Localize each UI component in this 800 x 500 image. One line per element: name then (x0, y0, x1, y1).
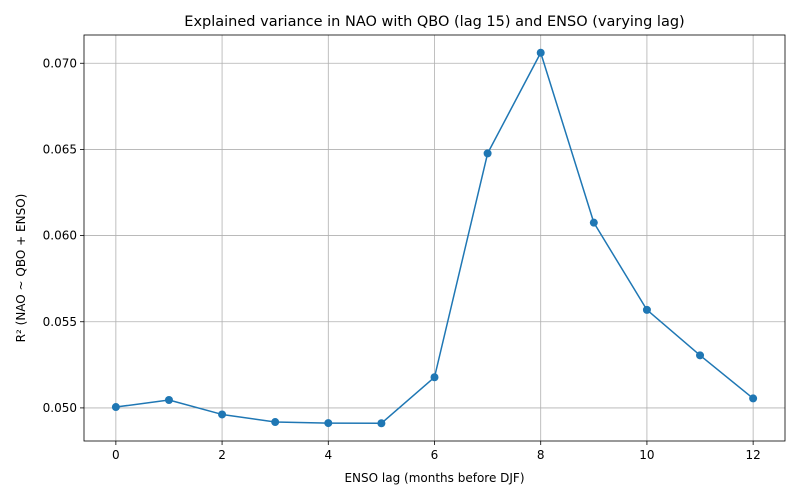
x-tick-label: 2 (218, 448, 226, 462)
data-point (164, 395, 173, 404)
y-axis-label: R² (NAO ~ QBO + ENSO) (14, 194, 28, 343)
y-tick-label: 0.050 (43, 401, 77, 415)
x-axis-ticks: 0 2 4 6 8 10 12 (112, 441, 761, 462)
data-point (218, 410, 227, 419)
y-tick-label: 0.055 (43, 315, 77, 329)
x-tick-label: 12 (745, 448, 760, 462)
x-axis-label: ENSO lag (months before DJF) (344, 471, 524, 485)
data-point (642, 305, 651, 314)
data-point (536, 48, 545, 57)
data-point (749, 394, 758, 403)
grid (84, 35, 785, 441)
series-r2 (111, 48, 758, 428)
y-tick-label: 0.070 (43, 56, 77, 70)
data-point (430, 373, 439, 382)
x-tick-label: 6 (431, 448, 439, 462)
y-axis-ticks: 0.050 0.055 0.060 0.065 0.070 (43, 56, 84, 415)
y-tick-label: 0.060 (43, 229, 77, 243)
plot-frame (83, 34, 786, 442)
data-point (696, 351, 705, 360)
data-point (377, 419, 386, 428)
chart-title: Explained variance in NAO with QBO (lag … (184, 14, 684, 30)
y-tick-label: 0.065 (43, 142, 77, 156)
data-point (324, 419, 333, 428)
data-point (111, 403, 120, 412)
data-point (271, 418, 280, 427)
x-tick-label: 4 (324, 448, 332, 462)
x-tick-label: 10 (639, 448, 654, 462)
x-tick-label: 0 (112, 448, 120, 462)
x-tick-label: 8 (537, 448, 545, 462)
data-point (483, 149, 492, 158)
data-point (589, 218, 598, 227)
